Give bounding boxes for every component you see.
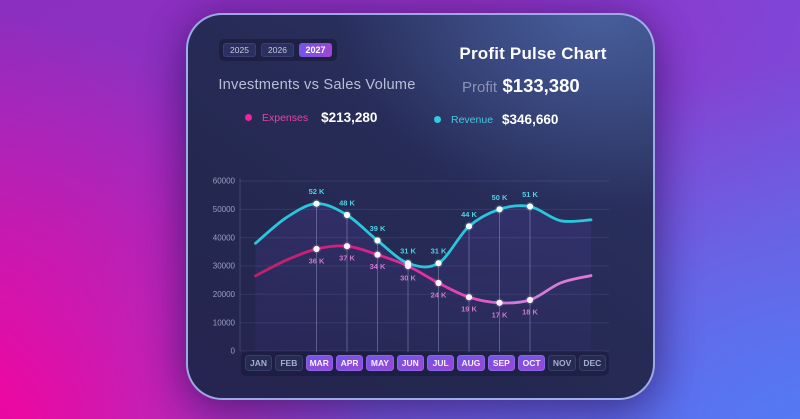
svg-text:50 K: 50 K — [492, 193, 508, 202]
svg-text:48 K: 48 K — [339, 199, 355, 208]
svg-text:36 K: 36 K — [309, 257, 325, 266]
svg-text:37 K: 37 K — [339, 254, 355, 263]
svg-text:18 K: 18 K — [522, 308, 538, 317]
svg-text:40000: 40000 — [213, 233, 236, 242]
svg-text:19 K: 19 K — [461, 305, 477, 314]
svg-text:31 K: 31 K — [400, 247, 416, 256]
svg-text:24 K: 24 K — [431, 291, 447, 300]
svg-text:50000: 50000 — [213, 205, 236, 214]
svg-text:30 K: 30 K — [400, 274, 416, 283]
svg-text:34 K: 34 K — [370, 262, 386, 271]
svg-text:51 K: 51 K — [522, 190, 538, 199]
svg-text:0: 0 — [231, 347, 236, 356]
svg-text:52 K: 52 K — [309, 187, 325, 196]
svg-text:60000: 60000 — [213, 177, 236, 186]
svg-text:30000: 30000 — [213, 262, 236, 271]
svg-text:10000: 10000 — [213, 318, 236, 327]
svg-text:20000: 20000 — [213, 290, 236, 299]
svg-text:44 K: 44 K — [461, 210, 477, 219]
svg-text:39 K: 39 K — [370, 224, 386, 233]
svg-text:17 K: 17 K — [492, 310, 508, 319]
svg-text:31 K: 31 K — [431, 247, 447, 256]
